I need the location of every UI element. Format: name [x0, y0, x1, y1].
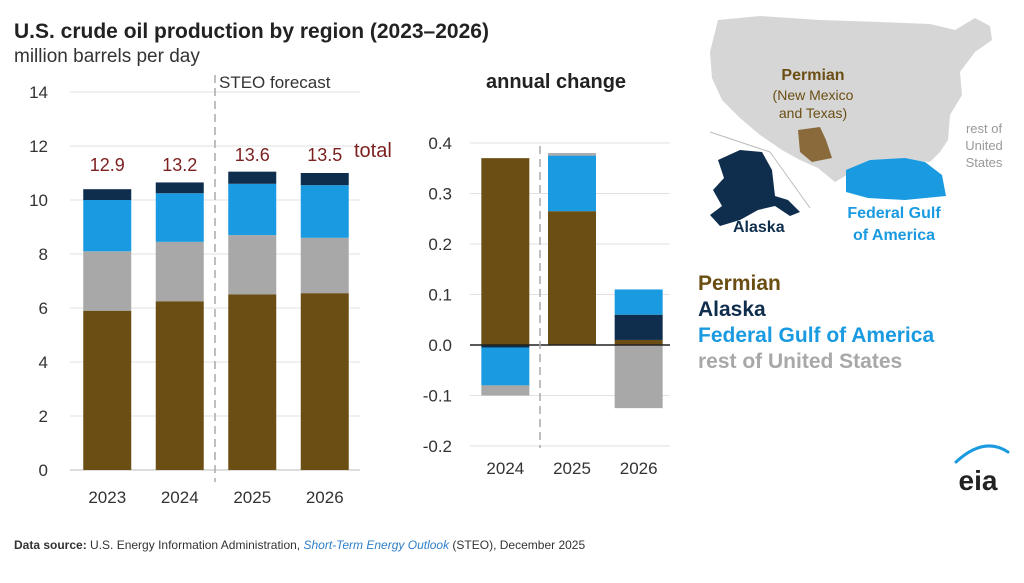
- legend-permian: Permian: [698, 272, 781, 295]
- source-link[interactable]: Short-Term Energy Outlook: [303, 538, 450, 552]
- right-y-tick: -0.1: [423, 387, 452, 406]
- left-y-tick: 8: [39, 245, 48, 264]
- change-bar-gulf-2025: [548, 155, 596, 212]
- annual-change-title: annual change: [486, 71, 626, 93]
- left-y-tick: 6: [39, 299, 48, 318]
- total-value-2026: 13.5: [307, 145, 342, 165]
- us-map: Permian (New Mexico and Texas) Alaska Fe…: [709, 16, 1003, 244]
- right-y-tick: 0.3: [428, 185, 452, 204]
- total-value-2025: 13.6: [235, 145, 270, 165]
- right-y-tick: 0.0: [428, 336, 452, 355]
- left-y-tick: 14: [29, 83, 48, 102]
- map-gulf-label-1: Federal Gulf: [847, 205, 941, 222]
- bar-gulf-2024: [155, 193, 204, 242]
- left-x-tick: 2023: [88, 488, 126, 507]
- bar-gulf-2025: [228, 183, 277, 236]
- change-bar-rest-2026: [614, 345, 663, 409]
- alaska-divider-1: [709, 131, 771, 153]
- left-bars: [83, 171, 349, 470]
- permian-region: [798, 127, 832, 162]
- change-bar-permian-2026: [614, 339, 663, 345]
- total-value-2023: 12.9: [90, 155, 125, 175]
- map-rest-label-2: United: [965, 138, 1003, 153]
- left-y-tick: 10: [29, 191, 48, 210]
- eia-logo-text: eia: [959, 465, 998, 496]
- bar-permian-2026: [300, 293, 349, 470]
- left-x-axis: 2023 2024 2025 2026: [88, 488, 343, 507]
- right-x-tick: 2026: [620, 459, 658, 478]
- bar-gulf-2026: [300, 185, 349, 238]
- left-y-tick: 12: [29, 137, 48, 156]
- left-y-tick: 0: [39, 461, 48, 480]
- chart-subtitle: million barrels per day: [14, 46, 200, 67]
- alaska-divider-2: [769, 151, 811, 209]
- alaska-region: [710, 150, 800, 226]
- left-x-tick: 2025: [233, 488, 271, 507]
- bar-rest-2026: [300, 237, 349, 294]
- source-prefix: Data source:: [14, 538, 87, 552]
- eia-logo: eia: [954, 444, 1010, 496]
- gulf-region: [846, 158, 946, 200]
- left-total-labels: 12.9 13.2 13.6 13.5: [90, 145, 343, 175]
- map-rest-label-1: rest of: [966, 121, 1003, 136]
- conus-shape: [710, 16, 992, 182]
- left-y-tick: 4: [39, 353, 48, 372]
- legend-alaska: Alaska: [698, 298, 766, 321]
- map-gulf-label-2: of America: [853, 227, 935, 244]
- right-y-tick: 0.2: [428, 235, 452, 254]
- bar-alaska-2024: [155, 182, 204, 194]
- right-x-tick: 2025: [553, 459, 591, 478]
- bar-rest-2023: [83, 251, 132, 311]
- map-permian-label-3: and Texas): [779, 105, 847, 121]
- legend: Permian Alaska Federal Gulf of America r…: [698, 272, 934, 373]
- right-y-tick: 0.1: [428, 286, 452, 305]
- change-bar-gulf-2026: [614, 289, 663, 315]
- chart-title: U.S. crude oil production by region (202…: [14, 20, 489, 43]
- right-x-tick: 2024: [486, 459, 524, 478]
- bar-gulf-2023: [83, 200, 132, 252]
- right-y-tick: 0.4: [428, 134, 452, 153]
- legend-gulf: Federal Gulf of America: [698, 324, 934, 347]
- right-x-axis: 2024 2025 2026: [486, 459, 657, 478]
- left-y-axis: 0 2 4 6 8 10 12 14: [29, 83, 48, 480]
- bar-permian-2023: [83, 310, 132, 470]
- right-bars: [470, 153, 670, 409]
- forecast-label: STEO forecast: [219, 73, 331, 92]
- left-y-tick: 2: [39, 407, 48, 426]
- change-bar-rest-2024: [481, 385, 530, 396]
- change-bar-permian-2025: [548, 211, 596, 345]
- map-permian-label-2: (New Mexico: [773, 87, 854, 103]
- bar-permian-2024: [155, 301, 204, 470]
- eia-logo-arc: [954, 444, 1010, 464]
- change-bar-alaska-2026: [614, 314, 663, 340]
- total-value-2024: 13.2: [162, 155, 197, 175]
- bar-alaska-2026: [300, 173, 349, 186]
- source-text-2: (STEO), December 2025: [449, 538, 586, 552]
- left-x-tick: 2024: [161, 488, 199, 507]
- map-alaska-label: Alaska: [733, 219, 785, 236]
- bar-rest-2024: [155, 241, 204, 302]
- map-permian-label-1: Permian: [781, 67, 844, 84]
- bar-alaska-2023: [83, 189, 132, 200]
- production-chart: 0 2 4 6 8 10 12 14 2023 2024 2025 2026 12.9 13.2 13.…: [29, 73, 392, 507]
- right-y-tick: -0.2: [423, 437, 452, 456]
- change-bar-permian-2024: [481, 158, 530, 345]
- bar-alaska-2025: [228, 171, 277, 184]
- total-label: total: [354, 140, 392, 162]
- map-rest-label-3: States: [966, 155, 1003, 170]
- right-y-axis: 0.4 0.3 0.2 0.1 0.0 -0.1 -0.2: [423, 134, 452, 456]
- data-source: Data source: U.S. Energy Information Adm…: [14, 538, 585, 552]
- change-bar-alaska-2024: [481, 345, 530, 348]
- bar-permian-2025: [228, 294, 277, 470]
- change-bar-rest-2025: [548, 153, 596, 156]
- annual-change-chart: annual change 0.4 0.3 0.2 0.1 0.0 -0.1 -0.2 20…: [423, 71, 670, 478]
- change-bar-gulf-2024: [481, 347, 530, 386]
- source-text-1: U.S. Energy Information Administration,: [86, 538, 304, 552]
- legend-rest: rest of United States: [698, 350, 902, 373]
- bar-rest-2025: [228, 235, 277, 295]
- left-x-tick: 2026: [306, 488, 344, 507]
